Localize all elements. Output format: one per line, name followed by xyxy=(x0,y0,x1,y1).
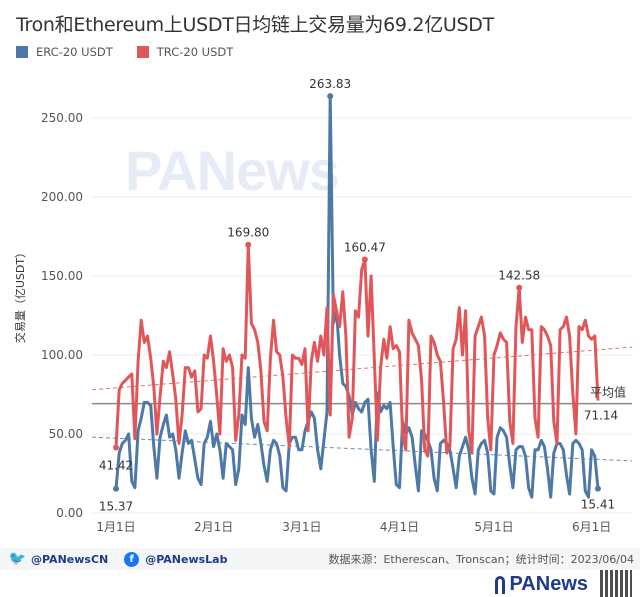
data-label: 169.80 xyxy=(227,226,269,240)
x-tick-label: 1月1日 xyxy=(96,520,135,534)
brand-logo: PANews xyxy=(495,573,588,596)
annotated-point xyxy=(113,444,119,451)
y-tick-label: 250.00 xyxy=(41,111,83,125)
annotated-point xyxy=(594,485,601,492)
legend-swatch-trc20 xyxy=(136,46,149,58)
legend-item-trc20: TRC-20 USDT xyxy=(136,45,234,59)
annotated-point xyxy=(327,93,334,100)
data-label: 263.83 xyxy=(309,77,351,91)
twitter-label: @PANewsCN xyxy=(31,552,109,566)
twitter-icon: 🐦 xyxy=(8,551,27,567)
data-label: 15.37 xyxy=(99,500,133,514)
y-axis-label: 交易量（亿USDT） xyxy=(14,246,27,344)
average-label: 平均值 xyxy=(590,385,626,400)
qr-code xyxy=(600,570,632,597)
annotated-point xyxy=(361,256,368,263)
y-tick-label: 50.00 xyxy=(49,427,83,441)
x-tick-label: 4月1日 xyxy=(380,520,419,534)
annotated-point xyxy=(113,485,119,492)
data-label: 160.47 xyxy=(344,240,386,254)
facebook-handle[interactable]: f @PANewsLab xyxy=(124,551,228,567)
brand-label: PANews xyxy=(509,573,588,595)
chart-title: Tron和Ethereum上USDT日均链上交易量为69.2亿USDT xyxy=(16,14,494,36)
series-line-erc20 xyxy=(114,94,600,499)
annotated-point xyxy=(245,241,252,248)
legend-label-erc20: ERC-20 USDT xyxy=(36,45,113,59)
y-tick-label: 150.00 xyxy=(41,269,83,283)
annotated-point xyxy=(516,284,523,291)
legend-label-trc20: TRC-20 USDT xyxy=(156,45,234,59)
x-tick-label: 6月1日 xyxy=(572,520,611,534)
series-line-trc20 xyxy=(114,243,600,458)
average-end-value: 71.14 xyxy=(584,409,618,423)
data-label: 142.58 xyxy=(498,269,540,283)
twitter-handle[interactable]: 🐦 @PANewsCN xyxy=(8,551,109,567)
panews-logo-icon xyxy=(495,575,506,594)
trend-line-erc20 xyxy=(91,436,633,462)
legend-item-erc20: ERC-20 USDT xyxy=(16,45,113,59)
watermark: PANews xyxy=(125,139,340,202)
data-source: 数据来源：Etherescan、Tronscan；统计时间：2023/06/04 xyxy=(328,553,634,566)
data-label: 41.42 xyxy=(99,459,133,473)
data-label: 15.41 xyxy=(581,498,615,512)
legend-swatch-erc20 xyxy=(16,46,28,58)
legend: ERC-20 USDT TRC-20 USDT xyxy=(16,45,233,59)
facebook-label: @PANewsLab xyxy=(145,552,228,566)
x-tick-label: 3月1日 xyxy=(282,520,321,534)
y-tick-label: 100.00 xyxy=(41,348,83,362)
y-tick-label: 0.00 xyxy=(56,506,83,520)
footer-bar: 🐦 @PANewsCN f @PANewsLab 数据来源：Etherescan… xyxy=(0,548,640,570)
facebook-icon: f xyxy=(124,551,140,567)
x-tick-label: 2月1日 xyxy=(194,520,233,534)
y-tick-label: 200.00 xyxy=(41,190,83,204)
x-tick-label: 5月1日 xyxy=(474,520,513,534)
